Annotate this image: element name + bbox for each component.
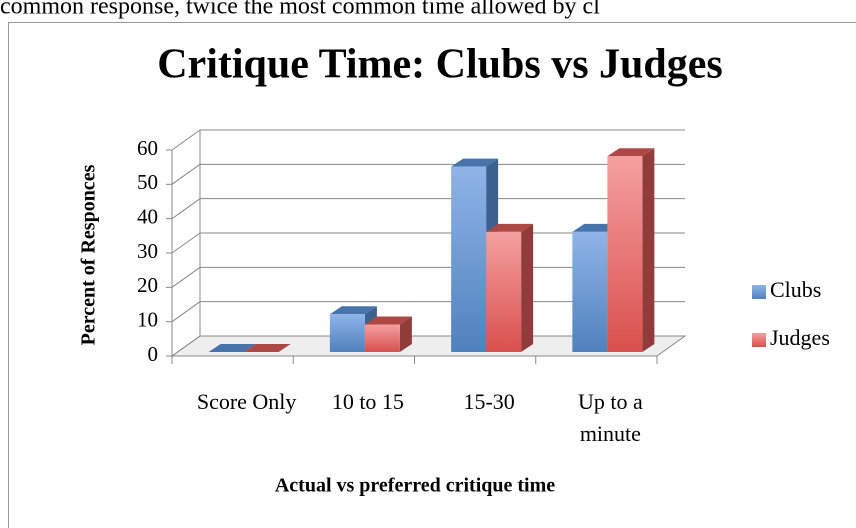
- x-tick-label: Up to a minute: [577, 389, 643, 446]
- y-tick-label: 10: [137, 307, 158, 331]
- grid-line-side: [171, 335, 201, 357]
- bar: [364, 316, 412, 352]
- legend-swatch: [752, 285, 766, 299]
- bar-front: [607, 156, 643, 352]
- chart-title: Critique Time: Clubs vs Judges: [157, 42, 723, 88]
- context-text: common response, twice the most common t…: [0, 0, 600, 20]
- legend-swatch: [752, 333, 766, 347]
- x-tick-label: 10 to 15: [331, 389, 404, 414]
- bar-top: [329, 306, 377, 315]
- legend-label: Clubs: [770, 277, 821, 302]
- grid-line-side: [171, 198, 201, 220]
- bar-side: [399, 316, 412, 352]
- bar-front: [451, 166, 487, 352]
- grid-line-side: [171, 163, 201, 185]
- bar-side: [521, 223, 534, 352]
- y-axis-label: Percent of Responces: [78, 164, 100, 345]
- bar-front: [572, 231, 608, 352]
- bar-front: [486, 231, 522, 352]
- y-tick-label: 50: [137, 170, 158, 194]
- grid-line-side: [171, 232, 201, 254]
- x-tick-label: 15-30: [463, 389, 515, 414]
- y-tick-label: 20: [137, 273, 158, 297]
- y-tick-label: 30: [137, 239, 158, 263]
- grid-line-side: [171, 129, 201, 151]
- grid-line-side: [171, 301, 201, 323]
- bar-front: [364, 324, 400, 352]
- grid-line-side: [171, 266, 201, 288]
- bar-front: [329, 314, 365, 352]
- bar: [243, 344, 291, 352]
- bar-side: [642, 148, 655, 352]
- bar-top: [607, 148, 655, 157]
- bar-top: [451, 158, 499, 167]
- bar-top: [364, 316, 412, 325]
- y-tick-label: 60: [137, 136, 158, 160]
- y-tick-label: 40: [137, 204, 158, 228]
- bar: [208, 344, 256, 352]
- bar-top: [486, 223, 534, 232]
- x-axis-label: Actual vs preferred critique time: [275, 475, 555, 497]
- x-tick-label: Score Only: [196, 389, 297, 414]
- chart-frame: [8, 22, 856, 528]
- bar-top: [208, 344, 256, 352]
- bar-top: [243, 344, 291, 352]
- legend-label: Judges: [770, 325, 830, 350]
- y-tick-label: 0: [148, 342, 159, 366]
- bar: [486, 223, 534, 352]
- bar: [607, 148, 655, 352]
